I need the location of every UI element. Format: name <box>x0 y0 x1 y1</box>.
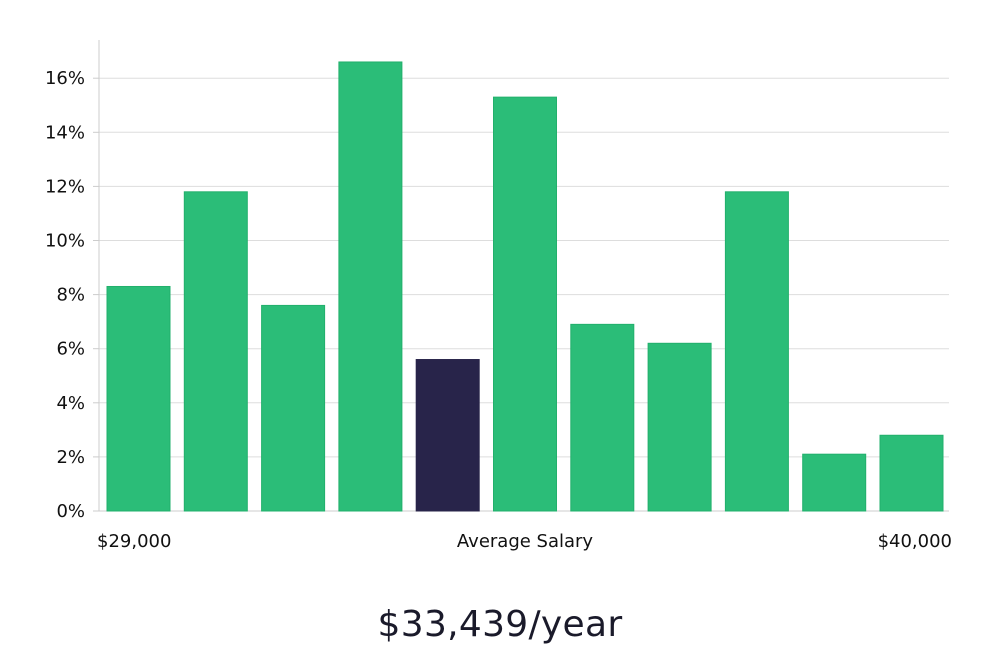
y-tick-label: 16% <box>45 68 85 89</box>
bar <box>338 61 403 512</box>
y-tick-label: 8% <box>56 285 85 306</box>
y-tick-label: 0% <box>56 501 85 522</box>
bar <box>493 96 557 512</box>
bar-highlighted <box>415 359 480 512</box>
bar <box>724 191 789 512</box>
x-axis-max-label: $40,000 <box>878 531 952 552</box>
y-tick-label: 6% <box>56 339 85 360</box>
bar <box>106 285 171 512</box>
y-tick-label: 2% <box>56 447 85 468</box>
y-tick-label: 10% <box>45 231 85 252</box>
x-axis-min-label: $29,000 <box>97 531 171 552</box>
average-salary-value: $33,439/year <box>377 604 623 645</box>
bar <box>802 453 867 512</box>
bar <box>570 323 635 512</box>
bar <box>261 304 326 512</box>
y-tick-label: 4% <box>56 393 85 414</box>
bar <box>647 342 712 512</box>
bar <box>183 191 248 512</box>
y-tick-label: 14% <box>45 122 85 143</box>
y-tick-label: 12% <box>45 176 85 197</box>
x-axis-label: Average Salary <box>457 531 594 552</box>
y-axis-ticks: 0% 2% 4% 6% 8% 10% 12% 14% 16% <box>45 68 99 522</box>
bar <box>879 434 944 512</box>
bars <box>106 61 944 512</box>
